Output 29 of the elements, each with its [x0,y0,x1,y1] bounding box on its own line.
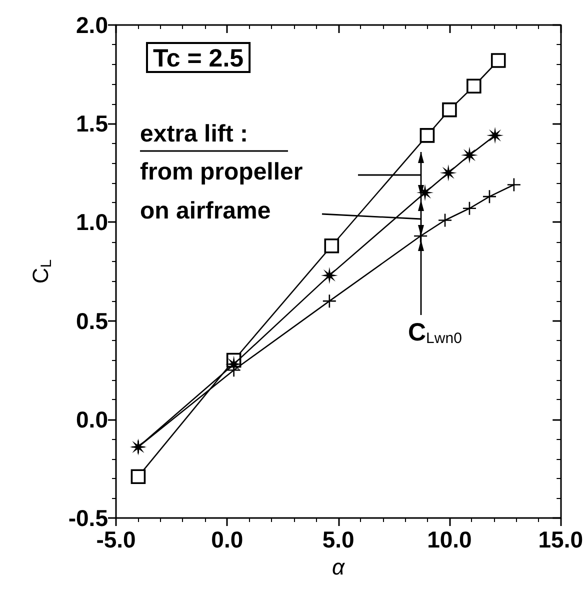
point [462,202,476,215]
x-tick-label: 0.0 [211,526,244,552]
point [320,266,338,284]
y-tick-label: 2.0 [76,12,108,38]
point [460,146,478,164]
point [324,238,340,254]
x-tick-label: 15.0 [538,526,583,552]
point [440,164,457,182]
annotation: from propeller [140,158,303,186]
x-tick-label: 10.0 [427,526,472,552]
y-tick-label: 1.0 [76,209,108,236]
point [490,53,506,68]
annotation: extra lift : [140,120,248,148]
point [507,178,520,192]
x-axis-title: α [332,554,346,580]
point [438,214,452,227]
annotation: on airframe [140,198,271,224]
point [486,126,504,144]
y-tick-label: 0.5 [76,308,108,334]
point [420,128,435,143]
point [416,184,434,202]
y-axis-title: CL [28,259,55,284]
point [442,102,457,118]
y-tick-label: 1.5 [76,110,108,137]
point [130,469,146,484]
y-tick-label: 0.0 [76,406,108,432]
point [466,78,482,94]
annotation: Tc = 2.5 [153,44,244,72]
x-tick-label: 5.0 [322,526,354,552]
